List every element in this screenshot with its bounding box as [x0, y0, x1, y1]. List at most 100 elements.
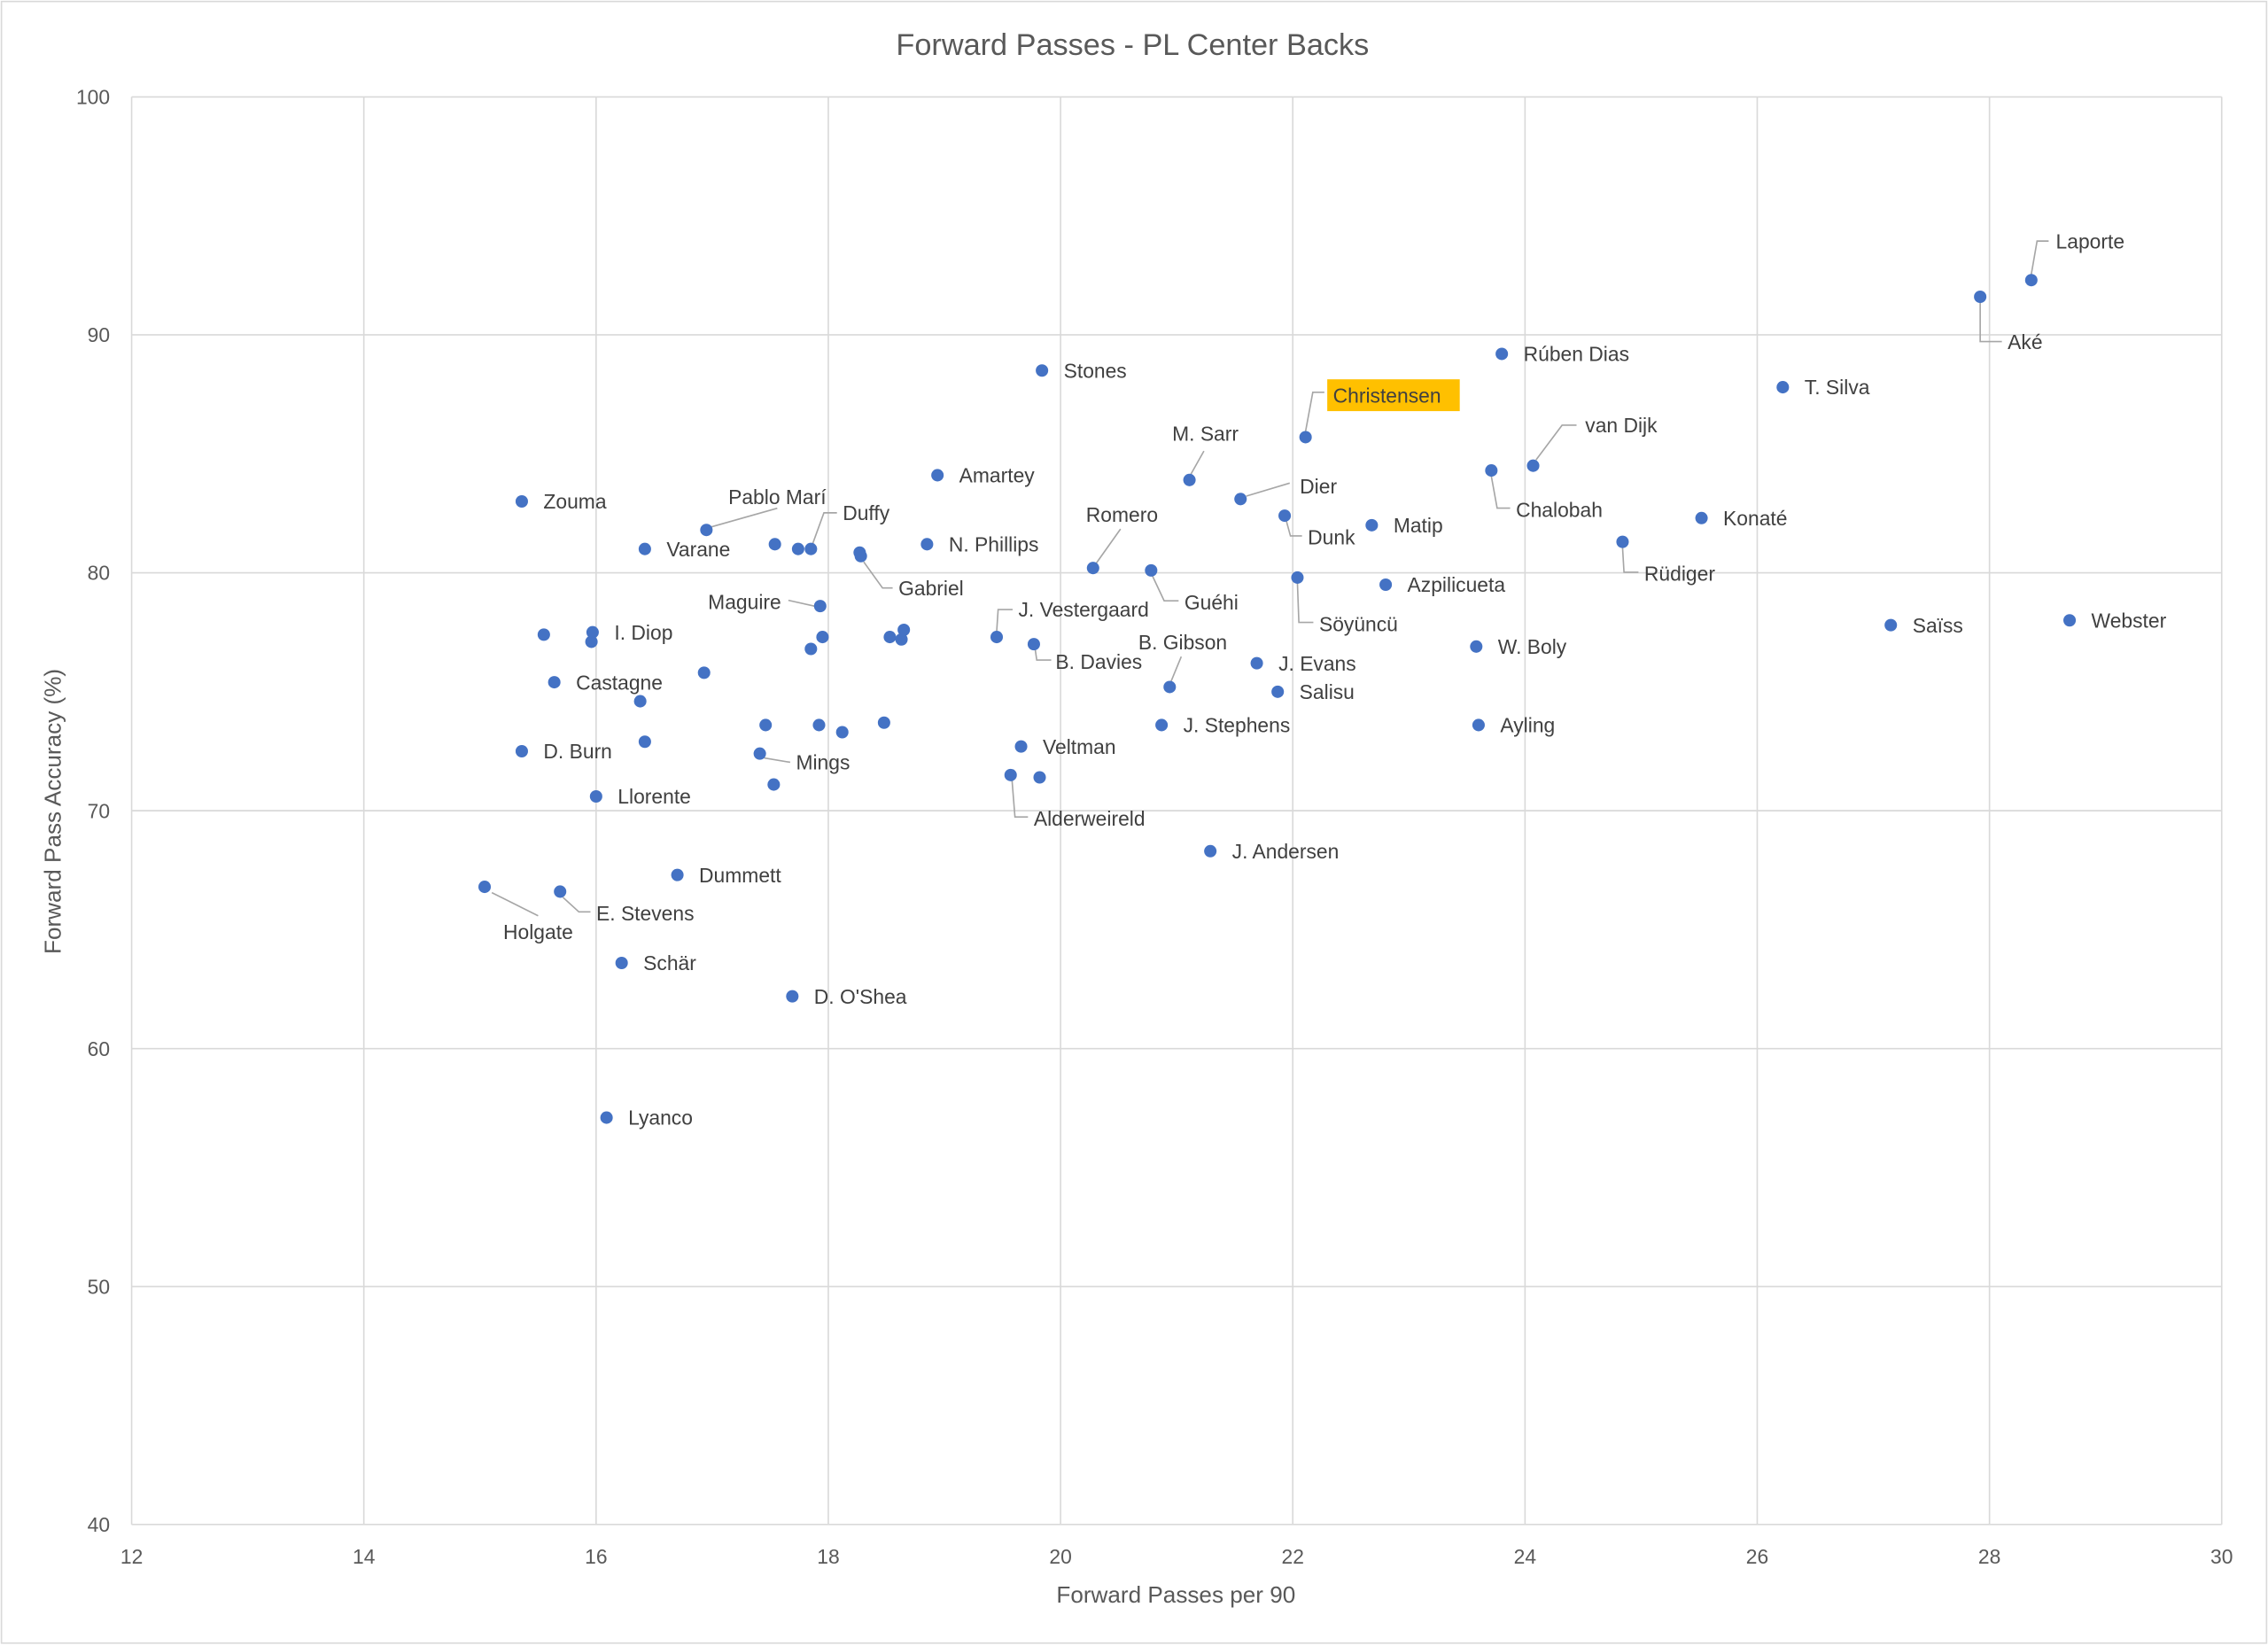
data-point[interactable] [1004, 768, 1017, 781]
data-point[interactable] [753, 747, 766, 760]
data-point[interactable] [633, 695, 647, 708]
data-point[interactable] [638, 735, 651, 749]
data-point[interactable] [1278, 509, 1292, 523]
data-point[interactable] [1472, 718, 1485, 732]
data-point[interactable] [1183, 473, 1196, 486]
y-tick-label: 90 [88, 323, 110, 346]
data-point[interactable] [1163, 680, 1177, 694]
leader-line [1296, 583, 1314, 624]
data-label: Maguire [708, 590, 781, 613]
data-point[interactable] [600, 1111, 613, 1124]
data-point[interactable] [537, 628, 550, 641]
data-point[interactable] [1027, 638, 1040, 651]
data-point[interactable] [478, 881, 492, 894]
data-point[interactable] [697, 666, 711, 679]
data-point[interactable] [883, 631, 897, 644]
data-point[interactable] [589, 789, 602, 804]
leader-line [562, 897, 591, 913]
data-point[interactable] [767, 778, 781, 791]
data-label: Salisu [1300, 680, 1355, 703]
data-point[interactable] [515, 744, 528, 757]
leader-line [1011, 780, 1029, 819]
data-point[interactable] [2024, 274, 2038, 287]
data-label: B. Gibson [1138, 631, 1227, 654]
data-point[interactable] [638, 542, 651, 555]
data-point[interactable] [585, 635, 598, 648]
leader-line [1304, 392, 1324, 432]
data-points [478, 274, 2077, 1124]
data-label: Dummett [699, 864, 781, 887]
leader-line [1152, 576, 1179, 602]
data-point[interactable] [897, 623, 911, 637]
data-point[interactable] [931, 469, 944, 482]
data-point[interactable] [1204, 844, 1217, 858]
y-tick-label: 70 [88, 799, 110, 822]
data-point[interactable] [1033, 771, 1046, 784]
data-label: Konaté [1723, 507, 1787, 530]
leader-line [1490, 476, 1511, 509]
data-point[interactable] [1271, 685, 1285, 698]
leader-line [1190, 450, 1205, 475]
data-point[interactable] [895, 633, 908, 646]
data-point[interactable] [1495, 347, 1509, 361]
x-tick-label: 14 [353, 1545, 376, 1568]
data-label: T. Silva [1805, 376, 1870, 399]
data-point[interactable] [786, 990, 799, 1003]
data-point[interactable] [2063, 614, 2077, 627]
data-point[interactable] [515, 494, 528, 508]
data-point[interactable] [554, 885, 567, 898]
data-point[interactable] [804, 542, 818, 555]
data-point[interactable] [1616, 535, 1629, 548]
leader-line [996, 609, 1013, 632]
data-point[interactable] [1291, 571, 1304, 584]
data-label: Zouma [543, 490, 606, 513]
y-tick-label: 80 [88, 562, 110, 585]
data-point[interactable] [1485, 464, 1498, 477]
data-point[interactable] [920, 538, 934, 551]
data-point[interactable] [1776, 381, 1790, 394]
data-point[interactable] [1526, 459, 1540, 472]
data-point[interactable] [548, 676, 561, 689]
data-label: Romero [1086, 503, 1158, 526]
data-point[interactable] [759, 718, 773, 732]
data-point[interactable] [1086, 562, 1099, 575]
data-point[interactable] [1695, 511, 1708, 524]
data-point[interactable] [816, 631, 829, 644]
data-point[interactable] [1036, 364, 1049, 377]
data-point[interactable] [804, 642, 818, 656]
y-tick-label: 100 [76, 86, 110, 109]
data-point[interactable] [1884, 618, 1898, 632]
data-point[interactable] [615, 956, 628, 970]
data-label: Dunk [1308, 526, 1355, 549]
data-point[interactable] [813, 600, 827, 613]
leader-line [1095, 528, 1122, 564]
data-point[interactable] [1379, 578, 1393, 592]
data-point[interactable] [1470, 640, 1483, 653]
leader-line [863, 561, 893, 589]
data-point[interactable] [1250, 656, 1263, 670]
data-point[interactable] [768, 538, 781, 551]
data-point[interactable] [835, 726, 849, 739]
data-point[interactable] [853, 546, 866, 559]
data-label: Rúben Dias [1524, 343, 1629, 366]
data-point[interactable] [671, 868, 684, 881]
data-point[interactable] [1299, 431, 1312, 444]
data-point[interactable] [990, 631, 1004, 644]
data-point[interactable] [812, 718, 826, 732]
data-point[interactable] [791, 542, 804, 555]
highlight-box [1327, 379, 1460, 412]
data-point[interactable] [1234, 493, 1247, 506]
data-point[interactable] [586, 625, 599, 639]
data-point[interactable] [1155, 718, 1169, 732]
data-point[interactable] [1014, 740, 1028, 753]
leader-line [1621, 547, 1639, 573]
y-axis-title: Forward Pass Accuracy (%) [40, 669, 66, 954]
data-label: Laporte [2056, 229, 2124, 252]
data-point[interactable] [1365, 518, 1379, 532]
x-tick-label: 26 [1746, 1545, 1768, 1568]
data-label: Llorente [617, 785, 691, 808]
data-point[interactable] [1974, 290, 1987, 304]
data-point[interactable] [1145, 563, 1158, 577]
data-point[interactable] [877, 716, 890, 729]
data-point[interactable] [700, 524, 713, 537]
